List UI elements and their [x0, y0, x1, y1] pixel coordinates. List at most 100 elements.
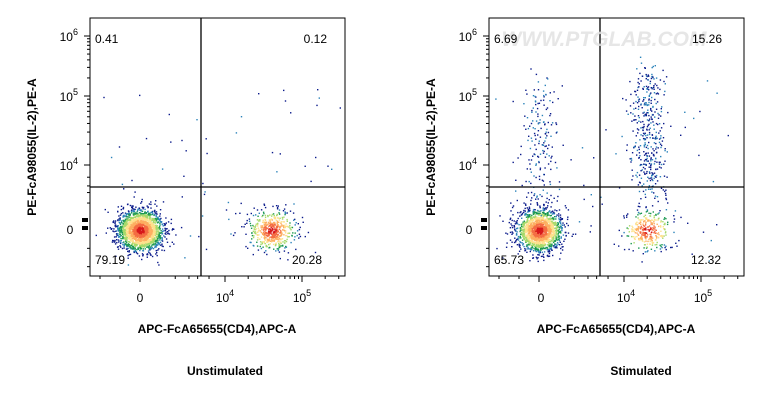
event-dot — [548, 222, 551, 224]
event-dot — [651, 73, 653, 76]
event-dot — [149, 249, 151, 251]
event-dot — [536, 223, 538, 225]
event-dot — [538, 250, 540, 252]
event-dot — [552, 254, 554, 257]
event-dot — [665, 234, 667, 236]
event-dot — [559, 216, 562, 219]
event-dot — [523, 220, 525, 222]
event-dot — [533, 229, 535, 232]
event-dot — [282, 210, 285, 212]
event-dot — [127, 226, 130, 228]
quadrant-top-left: 0.41 — [95, 32, 119, 46]
event-dot — [146, 224, 148, 226]
event-dot — [543, 222, 546, 224]
event-dot — [121, 247, 124, 250]
event-dot — [267, 230, 270, 233]
event-dot — [659, 248, 662, 250]
event-dot — [546, 107, 549, 109]
event-dot — [535, 230, 537, 232]
event-dot — [152, 240, 154, 243]
event-dot — [136, 253, 139, 255]
event-dot — [269, 246, 271, 249]
event-dot — [521, 184, 523, 187]
event-dot — [135, 242, 138, 244]
event-dot — [151, 211, 154, 214]
event-dot — [525, 230, 527, 232]
event-dot — [666, 223, 669, 226]
event-dot — [123, 231, 125, 233]
event-dot — [644, 251, 647, 253]
event-dot — [264, 242, 266, 245]
event-dot — [526, 221, 529, 223]
event-dot — [131, 240, 133, 243]
event-dot — [126, 224, 128, 227]
event-dot — [124, 220, 126, 222]
event-dot — [528, 228, 530, 230]
event-dot — [543, 239, 546, 241]
event-dot — [645, 235, 647, 237]
event-dot — [267, 223, 270, 225]
event-dot — [546, 219, 549, 221]
quadrant-top-right: 0.12 — [304, 32, 328, 46]
event-dot — [645, 222, 647, 224]
event-dot — [509, 231, 512, 234]
event-dot — [279, 231, 281, 234]
event-dot — [529, 225, 531, 228]
event-dot — [638, 202, 640, 205]
event-dot — [256, 241, 258, 243]
event-dot — [534, 236, 536, 238]
event-dot — [535, 215, 537, 218]
event-dot — [272, 233, 274, 236]
event-dot — [135, 228, 137, 230]
event-dot — [287, 236, 289, 238]
event-dot — [132, 220, 135, 222]
event-dot — [554, 227, 556, 229]
event-dot — [252, 224, 254, 227]
event-dot — [281, 221, 283, 223]
event-dot — [526, 228, 528, 230]
event-dot — [541, 245, 543, 247]
event-dot — [510, 210, 512, 212]
event-dot — [527, 234, 529, 236]
event-dot — [524, 248, 526, 250]
plot-frame — [89, 17, 346, 277]
event-dot — [534, 220, 537, 223]
event-dot — [529, 250, 531, 253]
event-dot — [152, 213, 154, 215]
event-dot — [126, 213, 129, 215]
event-dot — [139, 209, 141, 211]
event-dot — [157, 221, 159, 223]
event-dot — [131, 235, 133, 237]
event-dot — [155, 215, 157, 218]
event-dot — [271, 224, 274, 226]
event-dot — [535, 217, 538, 219]
event-dot — [652, 237, 654, 239]
event-dot — [265, 250, 267, 252]
event-dot — [251, 232, 253, 234]
event-dot — [140, 213, 142, 215]
event-dot — [636, 209, 639, 211]
event-dot — [283, 240, 286, 242]
event-dot — [642, 232, 644, 235]
event-dot — [232, 234, 235, 237]
event-dot — [525, 180, 527, 183]
event-dot — [646, 210, 649, 212]
event-dot — [147, 243, 149, 245]
event-dot — [149, 226, 151, 228]
event-dot — [536, 204, 539, 206]
event-dot — [279, 235, 281, 237]
event-dot — [639, 239, 642, 241]
event-dot — [144, 216, 146, 218]
event-dot — [630, 112, 632, 114]
event-dot — [555, 243, 557, 245]
event-dot — [636, 235, 638, 238]
event-dot — [526, 235, 529, 237]
event-dot — [277, 233, 279, 236]
event-dot — [248, 220, 251, 222]
event-dot — [640, 236, 642, 239]
event-dot — [531, 246, 533, 249]
event-dot — [147, 242, 149, 244]
event-dot — [553, 222, 556, 224]
event-dot — [284, 100, 287, 102]
event-dot — [522, 233, 524, 236]
